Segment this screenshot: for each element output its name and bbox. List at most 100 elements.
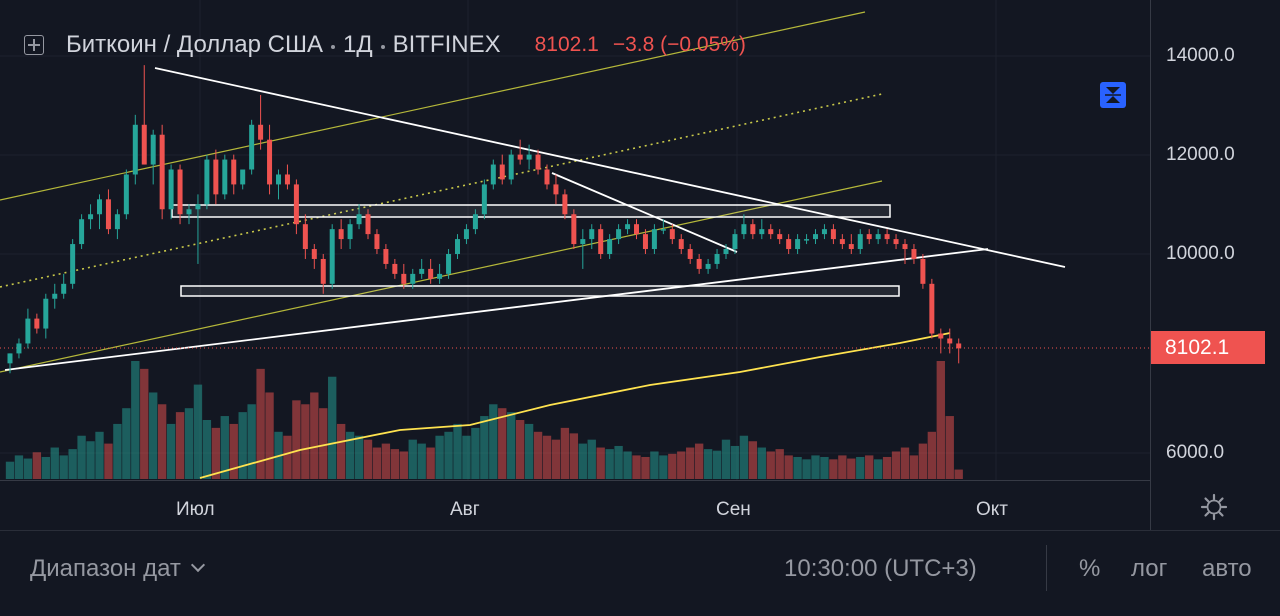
- price-chart[interactable]: [0, 0, 1150, 480]
- candle-body: [553, 184, 559, 195]
- timezone-clock[interactable]: 10:30:00 (UTC+3): [784, 555, 977, 582]
- volume-bar: [122, 408, 131, 479]
- auto-scale-button[interactable]: авто: [1202, 555, 1252, 582]
- volume-bar: [480, 416, 489, 479]
- candle: [25, 308, 31, 349]
- time-axis[interactable]: Июл Авг Сен Окт: [0, 480, 1150, 531]
- volume-bar: [560, 427, 570, 479]
- candle-body: [347, 224, 353, 240]
- candle: [499, 154, 505, 185]
- candle-body: [52, 293, 58, 299]
- percent-scale-button[interactable]: %: [1079, 555, 1101, 582]
- volume-bar: [498, 408, 507, 479]
- candle-body: [669, 229, 675, 240]
- resistance-zone-rect[interactable]: [171, 204, 891, 218]
- candle: [535, 149, 541, 175]
- volume-bar: [149, 392, 158, 479]
- candle-body: [535, 154, 541, 170]
- candle: [7, 353, 13, 374]
- volume-bar: [104, 443, 113, 479]
- triangle-lower-trendline[interactable]: [4, 248, 989, 371]
- candle: [625, 219, 631, 235]
- volume-bar: [569, 433, 579, 479]
- candle: [857, 229, 863, 254]
- candle-body: [705, 263, 711, 269]
- volume-bar: [784, 455, 793, 479]
- candle-body: [267, 139, 273, 185]
- volume-bar: [238, 412, 247, 479]
- candle: [320, 254, 326, 294]
- volume-bar: [211, 427, 221, 479]
- volume-bar: [927, 431, 937, 479]
- volume-bar: [641, 456, 650, 479]
- candle-body: [329, 229, 335, 284]
- candle-body: [902, 244, 908, 250]
- volume-bar: [829, 459, 838, 479]
- candle: [813, 229, 818, 245]
- candle: [365, 209, 371, 240]
- candle: [938, 328, 944, 354]
- volume-bar: [220, 416, 229, 479]
- candle-body: [642, 234, 648, 250]
- candle: [419, 258, 425, 279]
- collapse-toggle-button[interactable]: [1100, 82, 1126, 108]
- volume-bar: [614, 445, 623, 479]
- volume-bar: [390, 449, 400, 479]
- candle: [446, 249, 452, 279]
- candle-body: [660, 229, 666, 231]
- volume-bar: [694, 443, 704, 479]
- volume-bar: [202, 420, 212, 479]
- triangle-upper-trendline[interactable]: [154, 67, 1066, 268]
- candle: [410, 268, 416, 289]
- collapse-arrows-icon: [1105, 87, 1121, 103]
- moving-average-line[interactable]: [199, 332, 951, 479]
- candle: [267, 124, 273, 195]
- time-tick: Июл: [176, 499, 215, 520]
- add-symbol-icon[interactable]: [24, 35, 44, 55]
- candle-body: [723, 249, 729, 254]
- symbol-name[interactable]: Биткоин / Доллар США: [66, 31, 323, 58]
- support-zone-rect[interactable]: [180, 285, 900, 297]
- candle-body: [589, 229, 595, 240]
- price-axis[interactable]: 14000.0 12000.0 10000.0 6000.0: [1150, 0, 1280, 530]
- candle: [132, 114, 138, 185]
- candle-body: [132, 124, 138, 175]
- separator-dot: [330, 45, 335, 49]
- date-range-button[interactable]: Диапазон дат: [30, 555, 205, 583]
- candle: [893, 234, 899, 250]
- candle: [956, 338, 962, 364]
- candle-body: [848, 244, 854, 250]
- candle-body: [258, 124, 264, 140]
- candle: [347, 219, 353, 250]
- candle: [804, 234, 810, 245]
- channel-mid-line[interactable]: [0, 93, 883, 288]
- candle-body: [580, 239, 586, 245]
- candle-body: [222, 159, 228, 195]
- volume-bar: [193, 384, 203, 479]
- candle: [222, 154, 228, 200]
- candle-body: [437, 273, 443, 279]
- candle: [839, 234, 845, 250]
- candle-body: [302, 224, 308, 250]
- candle-body: [625, 224, 631, 230]
- short-trendline[interactable]: [551, 172, 738, 253]
- interval-label[interactable]: 1Д: [342, 31, 373, 58]
- volume-bar: [345, 431, 355, 479]
- volume-bar: [936, 361, 945, 479]
- channel-upper-line[interactable]: [0, 11, 866, 201]
- candle-body: [240, 169, 246, 185]
- candle: [105, 189, 111, 235]
- volume-bar: [721, 439, 731, 479]
- candle: [741, 214, 747, 240]
- log-scale-button[interactable]: лог: [1131, 555, 1168, 582]
- volume-bar: [32, 452, 42, 479]
- candle-body: [893, 239, 899, 245]
- candle: [123, 169, 129, 220]
- candle-body: [455, 239, 460, 254]
- settings-gear-icon[interactable]: [1200, 493, 1228, 521]
- candle-body: [7, 353, 13, 364]
- candle: [732, 229, 738, 254]
- volume-bar: [524, 423, 534, 479]
- candle: [276, 169, 281, 200]
- candle-body: [526, 154, 532, 160]
